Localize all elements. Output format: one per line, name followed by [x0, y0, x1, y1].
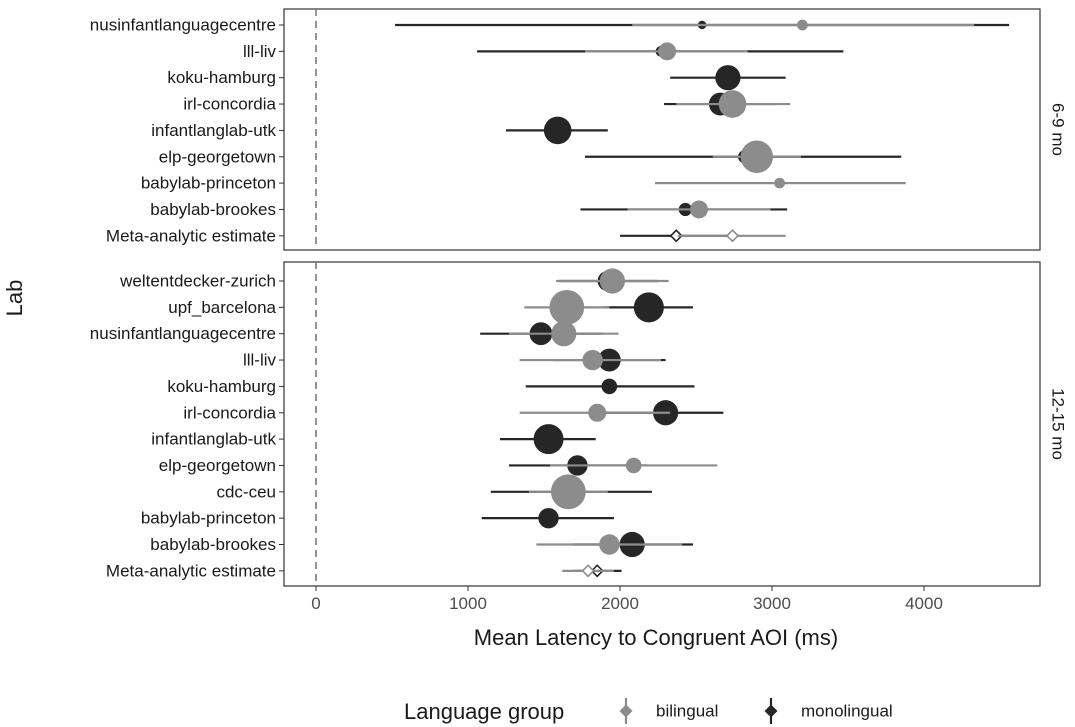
monolingual-point	[715, 65, 741, 91]
y-tick-label: cdc-ceu	[216, 482, 276, 501]
y-tick-label: upf_barcelona	[168, 298, 276, 317]
x-axis: 0 1000 2000 3000 4000	[311, 586, 943, 613]
y-tick-label: Meta-analytic estimate	[106, 226, 276, 245]
legend-entry-bilingual: bilingual	[619, 698, 718, 724]
y-tick-label: elp-georgetown	[159, 147, 276, 166]
y-tick-label: babylab-princeton	[141, 509, 276, 528]
lab-row: weltentdecker-zurich	[119, 268, 669, 294]
y-tick-label: elp-georgetown	[159, 456, 276, 475]
bilingual-point	[549, 289, 585, 325]
bilingual-point	[625, 457, 642, 474]
y-axis-title: Lab	[2, 280, 27, 317]
lab-row: lll-liv	[243, 348, 666, 372]
y-tick-label: babylab-brookes	[150, 535, 276, 554]
y-tick-label: babylab-brookes	[150, 200, 276, 219]
bilingual-meta-diamond	[725, 229, 740, 243]
y-tick-label: irl-concordia	[183, 403, 276, 422]
lab-row: koku-hamburg	[167, 65, 786, 91]
lab-row: infantlanglab-utk	[151, 424, 596, 455]
legend-label: monolingual	[801, 702, 893, 721]
bilingual-point	[690, 200, 709, 219]
legend-label: bilingual	[656, 702, 718, 721]
bilingual-point	[774, 177, 785, 189]
lab-row: nusinfantlanguagecentre	[90, 16, 1010, 35]
y-tick-label: irl-concordia	[183, 95, 276, 114]
monolingual-point	[538, 507, 559, 529]
bilingual-point	[658, 42, 677, 61]
lab-row: babylab-brookes	[150, 531, 693, 558]
lab-row: cdc-ceu	[216, 474, 652, 510]
lab-row: babylab-princeton	[141, 507, 614, 529]
lab-row: elp-georgetown	[159, 140, 902, 173]
bilingual-point	[599, 268, 626, 294]
y-tick-label: weltentdecker-zurich	[119, 272, 276, 291]
y-tick-label: lll-liv	[243, 42, 277, 61]
bilingual-point	[551, 321, 577, 347]
bilingual-point	[582, 349, 603, 371]
y-tick-label: lll-liv	[243, 351, 277, 370]
lab-row: Meta-analytic estimate	[106, 226, 786, 245]
monolingual-meta-diamond	[669, 229, 683, 243]
x-tick-label: 1000	[449, 594, 487, 613]
legend: Language group bilingual monolingual	[404, 698, 893, 724]
x-tick-label: 0	[311, 594, 320, 613]
panel-2: 12-15 mo weltentdecker-zurich upf_barcelon…	[90, 261, 1068, 587]
monolingual-point	[533, 424, 564, 455]
facet-strip-label: 6-9 mo	[1049, 103, 1068, 156]
x-tick-label: 4000	[905, 594, 943, 613]
x-axis-title: Mean Latency to Congruent AOI (ms)	[474, 625, 838, 650]
lab-row: irl-concordia	[183, 400, 724, 426]
x-tick-label: 2000	[601, 594, 639, 613]
y-tick-label: infantlanglab-utk	[151, 430, 276, 449]
y-tick-label: Meta-analytic estimate	[106, 561, 276, 580]
monolingual-point	[543, 116, 572, 145]
bilingual-point	[588, 403, 607, 422]
y-tick-label: nusinfantlanguagecentre	[90, 324, 276, 343]
y-tick-label: koku-hamburg	[167, 377, 276, 396]
facet-panels: 6-9 mo nusinfantlanguagecentre lll-liv koku…	[90, 8, 1068, 587]
legend-key-diamond	[619, 704, 633, 718]
lab-row: elp-georgetown	[159, 455, 718, 476]
bilingual-point	[718, 90, 747, 118]
lab-row: Meta-analytic estimate	[106, 561, 622, 580]
y-tick-label: nusinfantlanguagecentre	[90, 16, 276, 35]
legend-title: Language group	[404, 699, 564, 724]
facet-strip-label: 12-15 mo	[1049, 388, 1068, 460]
bilingual-point	[599, 534, 620, 555]
lab-row: irl-concordia	[183, 90, 791, 118]
monolingual-point	[601, 378, 618, 395]
lab-row: upf_barcelona	[168, 289, 693, 325]
lab-row: nusinfantlanguagecentre	[90, 321, 619, 347]
bilingual-meta-diamond	[581, 564, 595, 578]
legend-entry-monolingual: monolingual	[764, 698, 893, 724]
y-tick-label: infantlanglab-utk	[151, 121, 276, 140]
panel-1: 6-9 mo nusinfantlanguagecentre lll-liv koku…	[90, 8, 1068, 251]
lab-row: koku-hamburg	[167, 377, 695, 396]
bilingual-point	[740, 140, 773, 173]
lab-row: lll-liv	[243, 42, 844, 61]
lab-row: infantlanglab-utk	[151, 116, 608, 145]
x-tick-label: 3000	[753, 594, 791, 613]
legend-key-diamond	[764, 704, 778, 718]
lab-row: babylab-brookes	[150, 200, 788, 219]
monolingual-point	[633, 292, 664, 323]
lab-row: babylab-princeton	[141, 174, 906, 193]
bilingual-point	[797, 19, 808, 31]
y-tick-label: koku-hamburg	[167, 68, 276, 87]
y-tick-label: babylab-princeton	[141, 174, 276, 193]
bilingual-point	[550, 474, 586, 510]
